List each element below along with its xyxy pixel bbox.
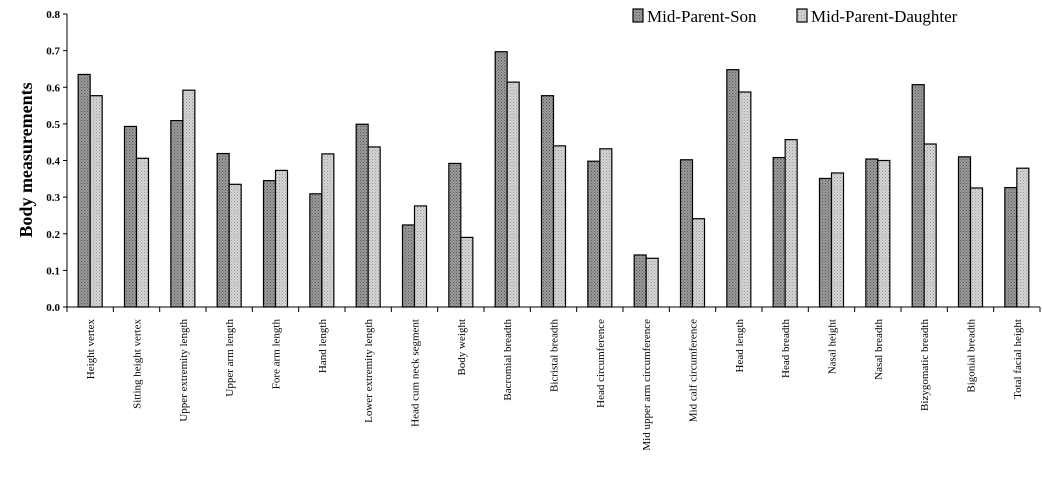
bar-son <box>448 162 462 308</box>
y-axis-ticks: 0.0 0.1 0.2 0.3 0.4 0.5 0.6 0.7 0.8 <box>46 9 67 314</box>
bar-daughter <box>691 218 706 308</box>
bar-daughter <box>460 236 474 308</box>
bar-son <box>77 73 91 308</box>
x-tick-label: Upper arm length <box>224 319 236 397</box>
x-tick-label: Mid upper arm circumference <box>641 319 653 451</box>
bars <box>77 51 1030 308</box>
bar-son <box>865 158 879 308</box>
x-tick-label: Upper extremity length <box>178 319 190 422</box>
legend-swatch-son <box>632 8 644 23</box>
bar-daughter <box>135 157 150 308</box>
y-tick-label: 0.8 <box>46 9 60 21</box>
bar-son <box>309 193 323 308</box>
legend-item-son: Mid-Parent-Son <box>632 7 757 26</box>
legend-label-son: Mid-Parent-Son <box>647 7 757 26</box>
x-tick-label: Bigonial breadth <box>966 319 978 393</box>
bar-son <box>772 156 786 308</box>
y-tick-label: 0.5 <box>46 119 60 131</box>
bar-daughter <box>969 187 984 308</box>
legend: Mid-Parent-Son Mid-Parent-Daughter <box>632 7 958 26</box>
bar-son <box>401 224 416 308</box>
x-tick-label: Bizygomatic breadth <box>919 319 931 411</box>
y-tick-label: 0.6 <box>46 82 60 94</box>
y-axis-label: Body measurements <box>16 82 36 237</box>
bar-son <box>911 84 925 308</box>
y-tick-label: 0.2 <box>46 229 60 241</box>
bar-son <box>679 159 694 308</box>
bar-son <box>633 254 647 308</box>
bar-daughter <box>89 95 103 308</box>
bar-son <box>818 177 833 308</box>
bar-daughter <box>321 153 335 308</box>
x-tick-label: Hand length <box>317 319 329 374</box>
bar-son <box>540 95 555 308</box>
x-axis-ticks: Height vertex Sitting height vertex Upper … <box>66 307 1041 451</box>
x-tick-label: Head length <box>734 319 746 373</box>
bar-son <box>494 51 508 308</box>
x-tick-label: Height vertex <box>85 319 97 380</box>
y-tick-label: 0.7 <box>46 46 60 58</box>
x-tick-label: Head cum neck segment <box>410 319 422 427</box>
x-tick-label: Body weight <box>456 319 468 376</box>
bar-daughter <box>182 89 196 308</box>
bar-daughter <box>228 183 242 308</box>
y-tick-label: 0.4 <box>46 156 60 168</box>
bar-son <box>587 160 601 308</box>
x-tick-label: Bacromial breadth <box>502 319 514 401</box>
x-tick-label: Sitting height vertex <box>132 319 144 409</box>
y-tick-label: 0.3 <box>46 192 60 204</box>
bar-daughter <box>1016 167 1030 308</box>
bar-son <box>123 125 138 308</box>
bar-son <box>957 156 972 308</box>
bar-daughter <box>599 148 613 308</box>
x-tick-label: Total facial height <box>1012 319 1024 399</box>
bar-son <box>355 123 369 308</box>
bar-daughter <box>506 81 520 308</box>
x-tick-label: Lower extremity length <box>363 319 375 423</box>
x-tick-label: Bicristal breadth <box>549 319 561 393</box>
bar-son <box>1004 187 1018 308</box>
legend-item-daughter: Mid-Parent-Daughter <box>796 7 958 26</box>
bar-daughter <box>367 146 381 308</box>
bar-daughter <box>877 159 891 308</box>
x-tick-label: Nasal breadth <box>873 319 885 380</box>
x-tick-label: Mid calf circumference <box>688 319 700 422</box>
bar-daughter <box>274 169 289 308</box>
bar-daughter <box>784 139 798 308</box>
x-tick-label: Nasal height <box>827 319 839 374</box>
x-tick-label: Fore arm length <box>271 319 283 390</box>
bar-son <box>262 180 277 308</box>
bar-son <box>170 119 184 308</box>
bar-daughter <box>413 205 428 308</box>
x-tick-label: Head breadth <box>780 319 792 378</box>
y-tick-label: 0.1 <box>46 265 60 277</box>
x-tick-label: Head circumference <box>595 319 607 408</box>
legend-label-daughter: Mid-Parent-Daughter <box>811 7 958 26</box>
bar-daughter <box>923 143 937 308</box>
bar-daughter <box>830 172 845 308</box>
bar-son <box>216 152 230 308</box>
y-tick-label: 0.0 <box>46 302 60 314</box>
bar-daughter <box>738 91 752 308</box>
bar-son <box>726 69 740 308</box>
legend-swatch-daughter <box>796 8 808 23</box>
bar-daughter <box>552 145 567 308</box>
bar-daughter <box>645 257 659 308</box>
